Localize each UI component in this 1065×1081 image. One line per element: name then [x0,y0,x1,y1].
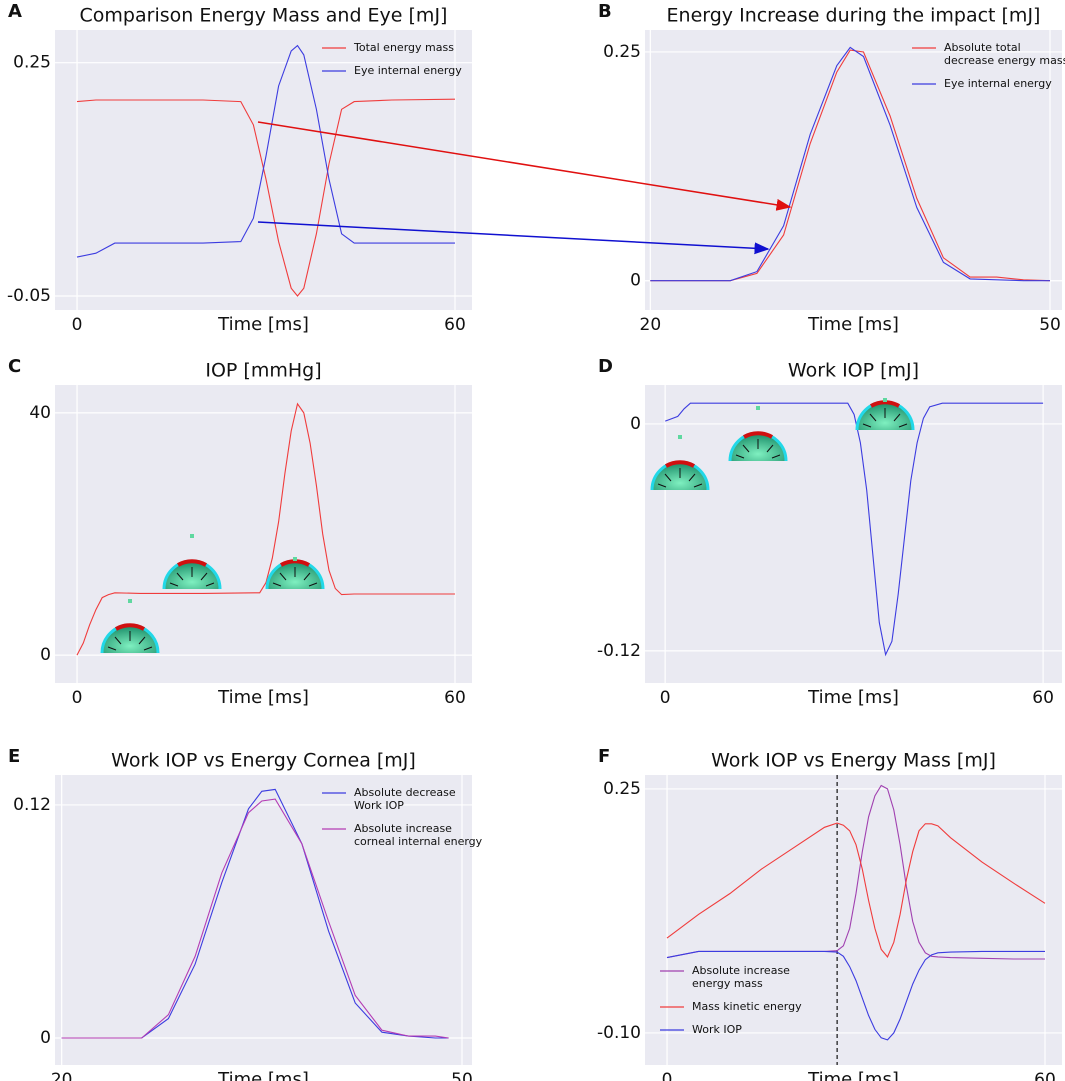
chart-title: Comparison Energy Mass and Eye [mJ] [80,5,448,27]
legend-label: Work IOP [692,1023,742,1036]
plots: A Comparison Energy Mass and Eye [mJ] Time… [7,1,1065,1081]
x-axis-label: Time [ms] [807,687,899,708]
y-tick-label: -0.05 [7,286,51,306]
x-tick-label: 20 [640,315,662,335]
legend-label: Total energy mass [353,41,454,54]
y-tick-label: 40 [29,403,51,423]
dot [293,557,297,561]
x-tick-label: 50 [451,1070,473,1081]
y-tick-label: 0 [630,271,641,291]
plot-area [645,775,1062,1065]
x-tick-label: 0 [662,1070,673,1081]
x-tick-label: 60 [1032,688,1054,708]
dot [190,534,194,538]
x-tick-label: 60 [1034,1070,1056,1081]
x-tick-label: 0 [660,688,671,708]
panel-label: C [8,356,21,377]
data-line [76,98,456,297]
legend-label: Eye internal energy [354,64,462,77]
data-line [61,798,449,1039]
y-tick-label: -0.10 [597,1023,641,1043]
x-axis-label: Time [ms] [217,687,309,708]
y-tick-label: 0.25 [13,53,51,73]
x-tick-label: 50 [1039,315,1061,335]
dot [756,406,760,410]
panel-label: E [8,746,20,767]
dot [128,599,132,603]
data-line [666,950,1045,1041]
plot-area [645,30,1062,310]
x-axis-label: Time [ms] [807,1069,899,1081]
dot [678,435,682,439]
legend-label: Eye internal energy [944,77,1052,90]
data-line [650,46,1050,282]
data-line [666,822,1046,958]
data-line [61,788,449,1039]
arrow [257,221,770,255]
panel-label: A [8,1,22,22]
chart-title: Work IOP vs Energy Cornea [mJ] [111,750,416,772]
y-tick-label: 0 [40,645,51,665]
panel-label: B [598,1,612,22]
illustrations [100,121,915,655]
legend-label: Absolute decrease Work IOP [354,786,459,812]
data-line [76,44,455,258]
y-tick-label: 0.12 [13,795,51,815]
x-tick-label: 20 [51,1070,73,1081]
chart-title: Work IOP [mJ] [788,360,919,382]
chart-title: IOP [mmHg] [205,360,321,382]
x-tick-label: 60 [444,315,466,335]
arrow [257,121,792,211]
x-tick-label: 0 [72,315,83,335]
data-line [650,49,1051,282]
chart-title: Energy Increase during the impact [mJ] [667,5,1041,27]
legend-label: Absolute increase energy mass [692,964,793,990]
panel-label: F [598,746,610,767]
plot-area [645,385,1062,683]
y-tick-label: 0.25 [603,42,641,62]
x-axis-label: Time [ms] [217,314,309,335]
y-tick-label: 0 [40,1028,51,1048]
x-tick-label: 60 [444,688,466,708]
x-axis-label: Time [ms] [807,314,899,335]
data-line [76,402,455,656]
data-line [665,402,1044,657]
y-tick-label: 0.25 [603,779,641,799]
dot [883,398,887,402]
y-tick-label: -0.12 [597,641,641,661]
x-axis-label: Time [ms] [217,1069,309,1081]
legend-label: Mass kinetic energy [692,1000,802,1013]
chart-title: Work IOP vs Energy Mass [mJ] [711,750,996,772]
plot-area [55,775,472,1065]
panel-label: D [598,356,613,377]
x-tick-label: 0 [72,688,83,708]
legend-label: Absolute increase corneal internal energ… [354,822,483,848]
y-tick-label: 0 [630,414,641,434]
legend-label: Absolute total decrease energy mass [944,41,1065,67]
